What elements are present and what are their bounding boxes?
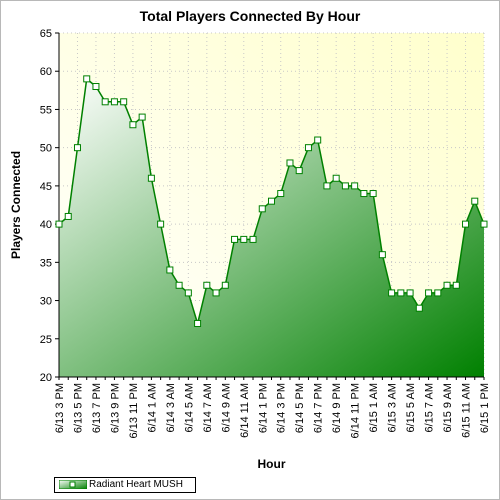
data-point bbox=[286, 159, 294, 167]
data-point bbox=[258, 205, 266, 213]
data-point bbox=[425, 289, 433, 297]
data-point bbox=[443, 281, 451, 289]
legend-label: Radiant Heart MUSH bbox=[89, 479, 183, 490]
data-point bbox=[249, 235, 257, 243]
data-point bbox=[212, 289, 220, 297]
data-point bbox=[175, 281, 183, 289]
x-tick-label: 6/15 11 AM bbox=[461, 383, 473, 438]
data-point bbox=[194, 319, 202, 327]
data-point bbox=[406, 289, 414, 297]
x-tick-label: 6/13 5 PM bbox=[72, 383, 84, 433]
data-point bbox=[221, 281, 229, 289]
data-point bbox=[120, 98, 128, 106]
x-tick-label: 6/14 11 AM bbox=[239, 383, 251, 438]
data-point bbox=[231, 235, 239, 243]
data-point bbox=[304, 144, 312, 152]
data-point bbox=[64, 212, 72, 220]
data-point bbox=[323, 182, 331, 190]
x-tick-label: 6/14 1 PM bbox=[257, 383, 269, 433]
data-point bbox=[369, 190, 377, 198]
x-tick-label: 6/14 5 AM bbox=[183, 383, 195, 433]
data-point bbox=[388, 289, 396, 297]
y-tick-label: 35 bbox=[40, 257, 52, 269]
data-point bbox=[240, 235, 248, 243]
data-point bbox=[341, 182, 349, 190]
series-area-fill bbox=[59, 78, 484, 378]
data-point bbox=[55, 220, 63, 228]
x-axis-title: Hour bbox=[258, 457, 286, 471]
x-tick-label: 6/14 3 AM bbox=[165, 383, 177, 433]
data-point bbox=[378, 251, 386, 259]
x-tick-label: 6/15 7 AM bbox=[424, 383, 436, 433]
data-point bbox=[434, 289, 442, 297]
data-point bbox=[129, 121, 137, 129]
data-point bbox=[138, 113, 146, 121]
x-tick-label: 6/14 3 PM bbox=[276, 383, 288, 433]
y-tick-label: 60 bbox=[40, 66, 52, 78]
y-tick-label: 65 bbox=[40, 28, 52, 40]
x-tick-label: 6/14 9 PM bbox=[331, 383, 343, 433]
data-point bbox=[452, 281, 460, 289]
data-point bbox=[110, 98, 118, 106]
chart-title: Total Players Connected By Hour bbox=[139, 8, 361, 24]
data-point bbox=[166, 266, 174, 274]
data-point bbox=[92, 83, 100, 91]
x-tick-label: 6/15 3 AM bbox=[387, 383, 399, 433]
legend: Radiant Heart MUSH bbox=[54, 477, 196, 493]
y-tick-label: 30 bbox=[40, 296, 52, 308]
x-tick-label: 6/13 3 PM bbox=[54, 383, 66, 433]
data-point bbox=[397, 289, 405, 297]
data-point bbox=[203, 281, 211, 289]
y-tick-label: 20 bbox=[40, 372, 52, 384]
x-tick-label: 6/14 5 PM bbox=[294, 383, 306, 433]
data-point bbox=[462, 220, 470, 228]
x-tick-label: 6/15 1 AM bbox=[368, 383, 380, 433]
data-point bbox=[314, 136, 322, 144]
x-tick-label: 6/13 7 PM bbox=[91, 383, 103, 433]
data-point bbox=[83, 75, 91, 83]
x-tick-label: 6/14 11 PM bbox=[350, 383, 362, 438]
data-point bbox=[277, 190, 285, 198]
y-tick-label: 25 bbox=[40, 334, 52, 346]
y-tick-label: 50 bbox=[40, 143, 52, 155]
data-point bbox=[360, 190, 368, 198]
data-point bbox=[268, 197, 275, 205]
legend-swatch bbox=[59, 480, 87, 489]
x-tick-label: 6/15 9 AM bbox=[442, 383, 454, 433]
y-axis-title: Players Connected bbox=[9, 151, 23, 259]
data-point bbox=[147, 174, 155, 182]
data-point bbox=[101, 98, 109, 106]
data-point bbox=[157, 220, 165, 228]
y-tick-label: 55 bbox=[40, 104, 52, 116]
x-tick-label: 6/13 11 PM bbox=[128, 383, 140, 438]
x-tick-label: 6/15 5 AM bbox=[405, 383, 417, 433]
data-point bbox=[184, 289, 192, 297]
data-point bbox=[415, 304, 423, 312]
x-tick-label: 6/14 9 AM bbox=[220, 383, 232, 433]
data-point bbox=[351, 182, 359, 190]
x-tick-label: 6/13 9 PM bbox=[109, 383, 121, 433]
data-point bbox=[332, 174, 340, 182]
x-tick-label: 6/14 7 AM bbox=[202, 383, 214, 433]
y-tick-label: 40 bbox=[40, 219, 52, 231]
x-tick-label: 6/14 7 PM bbox=[313, 383, 325, 433]
data-point bbox=[471, 197, 479, 205]
data-point bbox=[73, 144, 81, 152]
x-tick-label: 6/14 1 AM bbox=[146, 383, 158, 433]
data-point bbox=[480, 220, 488, 228]
x-tick-label: 6/15 1 PM bbox=[479, 383, 491, 433]
data-point bbox=[295, 167, 303, 175]
y-tick-label: 45 bbox=[40, 181, 52, 193]
